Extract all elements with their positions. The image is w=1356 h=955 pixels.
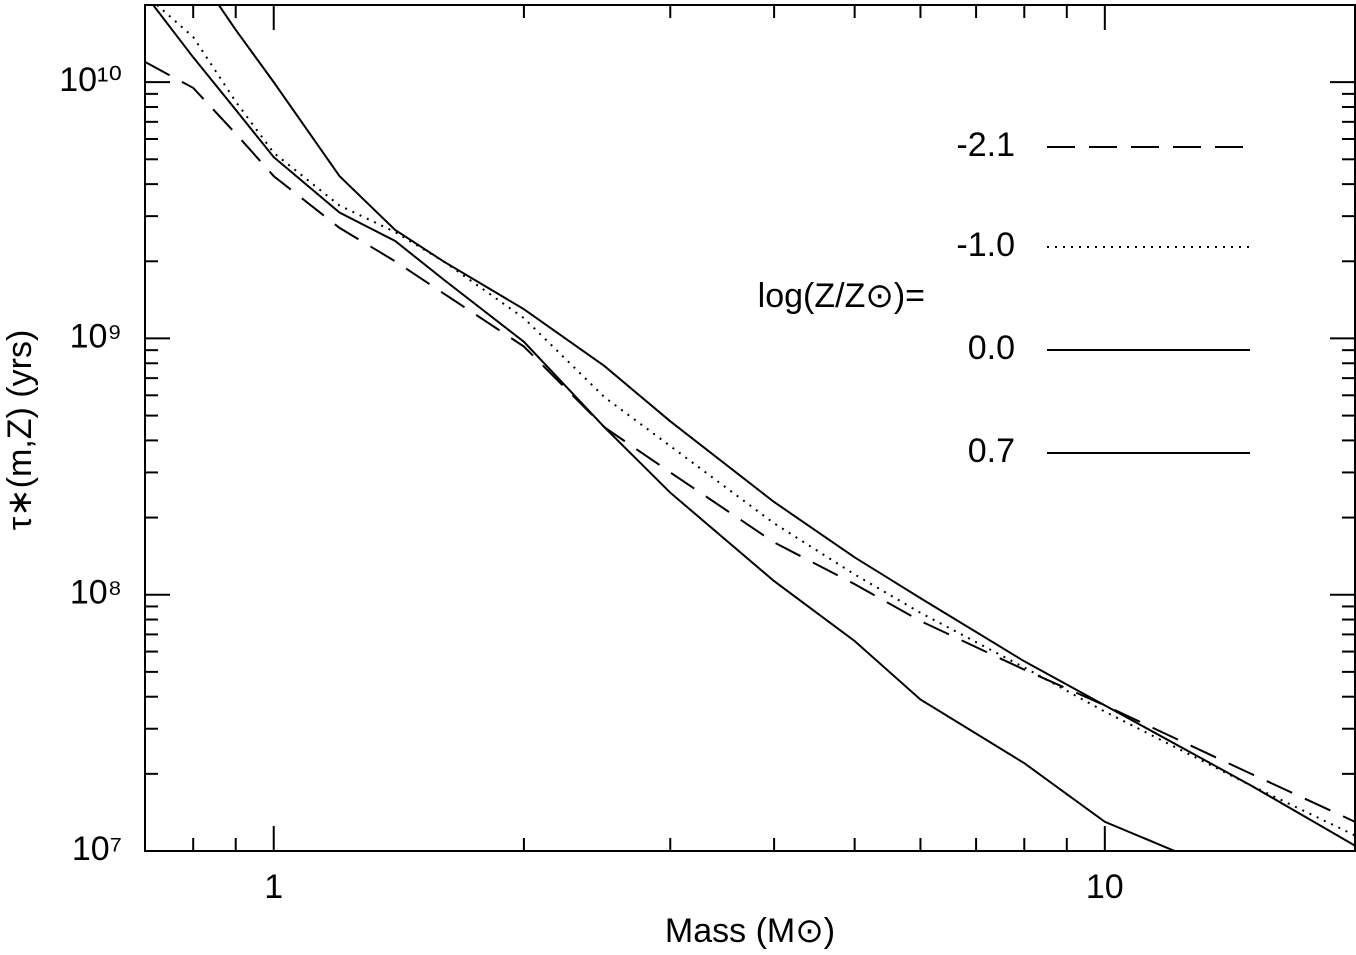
y-tick-label: 10⁹ — [70, 317, 122, 355]
series-line — [145, 61, 1355, 823]
y-tick-label: 10¹⁰ — [59, 61, 122, 99]
plot-frame — [144, 4, 1356, 852]
y-tick-label: 10⁸ — [70, 574, 122, 612]
series-line — [151, 5, 1178, 851]
x-tick-label: 10 — [1086, 868, 1124, 906]
plot-area — [145, 5, 1355, 851]
x-tick-label: 1 — [264, 868, 283, 906]
series-line — [217, 5, 1355, 847]
legend-label: 0.7 — [968, 432, 1015, 470]
y-axis-label: τ∗(m,Z) (yrs) — [1, 330, 39, 531]
legend-label: -1.0 — [956, 226, 1015, 264]
y-tick-label: 10⁷ — [72, 830, 122, 868]
x-axis-label: Mass (M⊙) — [665, 912, 835, 950]
series-line — [155, 5, 1355, 837]
legend-label: -2.1 — [956, 126, 1015, 164]
legend-label: 0.0 — [968, 329, 1015, 367]
legend-title: log(Z/Z⊙)= — [758, 277, 925, 315]
